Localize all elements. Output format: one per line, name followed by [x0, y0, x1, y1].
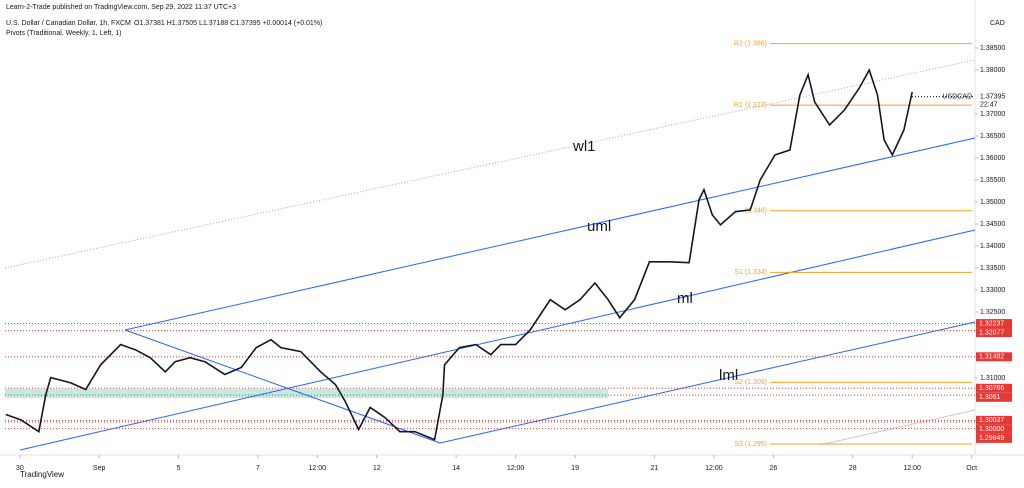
publisher: Learn-2-Trade published on TradingView.c…: [6, 4, 236, 11]
x-tick-label: 26: [769, 465, 777, 472]
level-label: 1.29849: [979, 435, 1004, 442]
level-tag: [976, 392, 1012, 402]
y-tick-label: 1.35000: [980, 199, 1005, 206]
y-tick-label: 1.32500: [980, 309, 1005, 316]
upper-median-line: [124, 137, 976, 331]
level-tag: [976, 424, 1012, 434]
level-tag: [976, 352, 1012, 362]
level-tag: [976, 319, 1012, 329]
x-tick-label: 12:00: [309, 465, 327, 472]
level-label: 1.32077: [979, 329, 1004, 336]
x-tick-label: 14: [452, 465, 460, 472]
lower-median-line: [439, 321, 976, 444]
chart-title: U.S. Dollar / Canadian Dollar, 1h, FXCM: [6, 20, 131, 27]
level-tag: [976, 433, 1012, 443]
annotation: uml: [587, 218, 611, 235]
level-tag: [976, 328, 1012, 338]
x-tick-label: 12:00: [507, 465, 525, 472]
level-label: 1.32237: [979, 320, 1004, 327]
y-tick-label: 1.34000: [980, 243, 1005, 250]
annotation: wl1: [572, 138, 596, 155]
x-tick-label: 7: [256, 465, 260, 472]
pivot-label: R1 (1.372): [734, 102, 767, 109]
pivot-label: (1.348): [745, 208, 767, 215]
y-tick-label: 1.33500: [980, 265, 1005, 272]
level-label: 1.30000: [979, 426, 1004, 433]
x-tick-label: 12:00: [705, 465, 723, 472]
price-line: [5, 67, 913, 441]
ohlc: O1.37381 H1.37505 L1.37188 C1.37395 +0.0…: [134, 20, 322, 27]
y-tick-label: 1.36000: [980, 155, 1005, 162]
x-tick-label: 5: [177, 465, 181, 472]
level-label: 1.30766: [979, 385, 1004, 392]
currency: CAD: [990, 20, 1005, 27]
median-line: [19, 229, 976, 451]
y-tick-label: 1.31000: [980, 375, 1005, 382]
pivot-label: S3 (1.295): [734, 441, 767, 448]
pivot-label: S2 (1.309): [734, 379, 767, 386]
y-tick-label: 1.34500: [980, 221, 1005, 228]
y-tick-label: 1.38500: [980, 45, 1005, 52]
x-tick-label: 28: [849, 465, 857, 472]
countdown: 22:47: [980, 101, 998, 108]
x-tick-label: 30: [16, 465, 24, 472]
level-label: 1.30037: [979, 417, 1004, 424]
y-tick-label: 1.35500: [980, 177, 1005, 184]
x-tick-label: 21: [651, 465, 659, 472]
last-price-label: 1.37395: [980, 93, 1005, 100]
y-tick-label: 1.37000: [980, 111, 1005, 118]
level-label: 1.31482: [979, 354, 1004, 361]
footer-logo: TradingView: [20, 470, 64, 479]
level-tag: [976, 383, 1012, 393]
faint-line: [819, 409, 976, 446]
x-tick-label: Sep: [93, 465, 106, 472]
pivot-label: R2 (1.386): [734, 40, 767, 47]
level-label: 1.3061: [979, 394, 1001, 401]
level-tag: [976, 415, 1012, 425]
pitchfork-handle: [124, 329, 441, 444]
x-tick-label: 12:00: [903, 465, 921, 472]
x-tick-label: Oct: [966, 465, 977, 472]
indicator: Pivots (Traditional, Weekly, 1, Left, 1): [6, 30, 121, 37]
x-tick-label: 12: [373, 465, 381, 472]
y-tick-label: 1.38000: [980, 67, 1005, 74]
warning-line: [4, 59, 976, 269]
pivot-label: S1 (1.334): [734, 269, 767, 276]
annotation: lml: [719, 367, 738, 384]
y-tick-label: 1.33000: [980, 287, 1005, 294]
annotation: ml: [677, 290, 693, 307]
x-tick-label: 19: [571, 465, 579, 472]
y-tick-label: 1.36500: [980, 133, 1005, 140]
support-zone: [5, 389, 608, 398]
